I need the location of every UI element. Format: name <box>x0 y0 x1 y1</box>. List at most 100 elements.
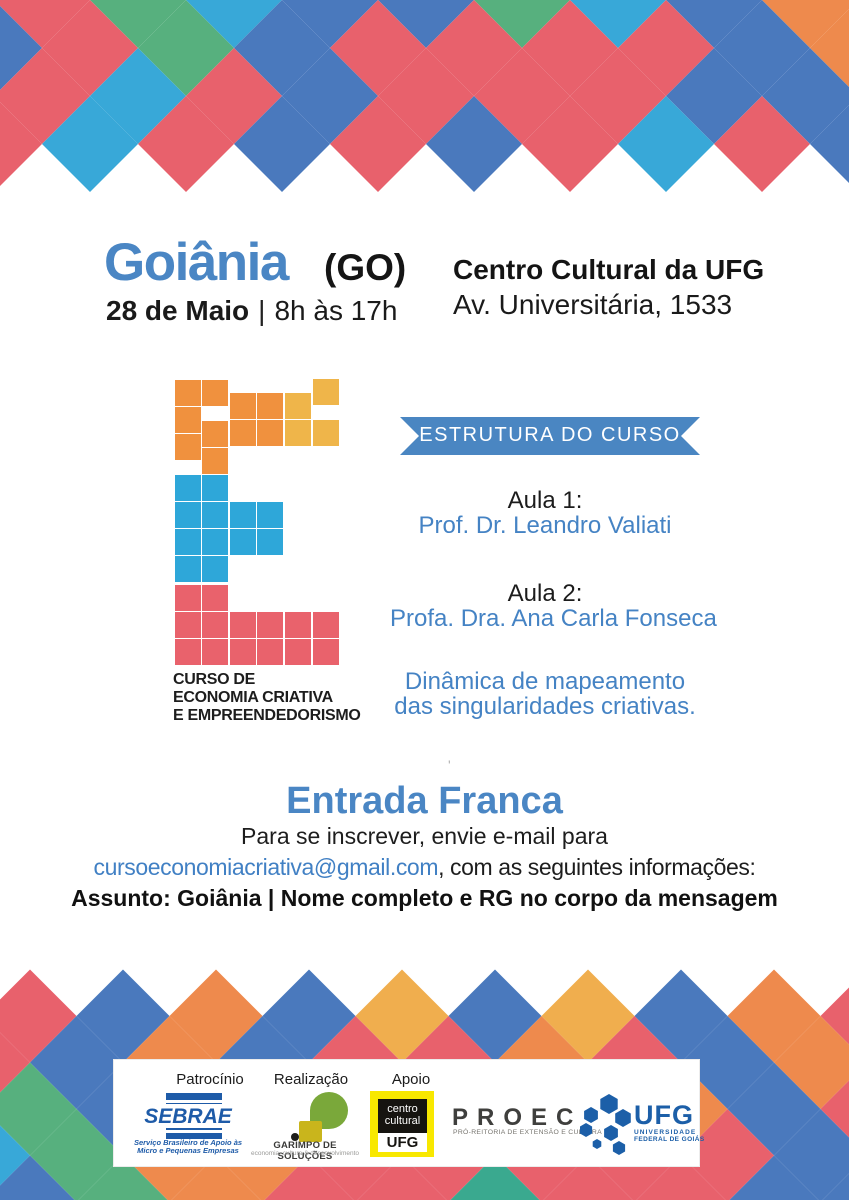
pattern-diamond <box>0 1155 75 1200</box>
centro-cultural-acronym: UFG <box>378 1133 427 1152</box>
logo-square-orange <box>257 393 283 419</box>
logo-square-blue <box>230 502 256 528</box>
logo-square-red <box>285 639 311 665</box>
support-label: Apoio <box>391 1071 431 1088</box>
logo-square-red <box>230 612 256 638</box>
stray-mark: ' <box>448 757 451 773</box>
logo-square-blue <box>257 529 283 555</box>
logo-square-red <box>202 612 228 638</box>
pattern-diamond <box>138 96 234 192</box>
registration-instructions: Assunto: Goiânia | Nome completo e RG no… <box>71 885 778 911</box>
pattern-diamond <box>330 96 426 192</box>
ufg-acronym: UFG <box>634 1100 694 1130</box>
pattern-diamond <box>570 0 666 48</box>
pattern-diamond <box>774 1109 849 1200</box>
registration-line-1: Para se inscrever, envie e-mail para <box>241 823 608 849</box>
city-title: Goiânia <box>104 233 289 292</box>
course-description-line-2: das singularidades criativas. <box>394 693 696 720</box>
course-description-line-1: Dinâmica de mapeamento <box>404 668 686 695</box>
proec-subtitle: PRÓ-REITORIA DE EXTENSÃO E CULTURA <box>453 1129 602 1136</box>
pattern-diamond <box>0 48 90 144</box>
logo-square-red <box>230 639 256 665</box>
venue-address: Av. Universitária, 1533 <box>453 289 733 320</box>
pattern-diamond <box>378 0 474 48</box>
pattern-diamond <box>0 969 77 1063</box>
ufg-hexagon <box>604 1125 618 1141</box>
course-title-line-2: ECONOMIA CRIATIVA <box>173 689 333 706</box>
logo-square-red <box>313 639 339 665</box>
aula2-label: Aula 2: <box>507 580 583 607</box>
pattern-diamond <box>426 96 522 192</box>
pattern-diamond <box>714 96 810 192</box>
ufg-hexagon <box>600 1094 618 1114</box>
logo-square-blue <box>202 529 228 555</box>
logo-square-orange <box>202 380 228 406</box>
logo-square-red <box>285 612 311 638</box>
course-title-line-3: E EMPREENDEDORISMO <box>173 707 361 724</box>
realization-label: Realização <box>273 1071 349 1088</box>
aula2-speaker: Profa. Dra. Ana Carla Fonseca <box>390 605 717 632</box>
pattern-diamond <box>0 1125 30 1186</box>
ufg-hexagon <box>612 1141 626 1155</box>
proec-name: PROEC <box>452 1104 583 1131</box>
garimpo-square-icon <box>299 1121 322 1142</box>
pattern-diamond <box>474 0 570 48</box>
registration-line-2-rest: , com as seguintes informações: <box>438 854 756 880</box>
pattern-diamond <box>186 0 282 48</box>
logo-square-gold <box>313 379 339 405</box>
date-time-separator: | <box>258 295 266 326</box>
logo-square-red <box>175 585 201 611</box>
ribbon-banner <box>400 417 700 455</box>
logo-square-gold <box>285 393 311 419</box>
pattern-diamond <box>0 0 90 48</box>
pattern-diamond <box>357 1155 447 1200</box>
state-label: (GO) <box>324 247 407 288</box>
pattern-diamond <box>0 1032 30 1093</box>
logo-square-blue <box>175 556 201 582</box>
event-date: 28 de Maio <box>106 295 250 326</box>
logo-square-blue <box>175 529 201 555</box>
registration-email-link[interactable]: cursoeconomiacriativa@gmail.com <box>93 854 439 880</box>
logo-square-red <box>202 639 228 665</box>
pattern-diamond <box>0 102 42 186</box>
logo-square-blue <box>175 475 201 501</box>
logo-square-blue <box>202 475 228 501</box>
top-zigzag-pattern <box>0 0 849 192</box>
pattern-diamond <box>810 9 849 87</box>
ufg-hexagon <box>584 1107 598 1123</box>
ufg-hexagon <box>615 1109 631 1127</box>
date-time-line: 28 de Maio | 8h às 17h <box>106 295 397 327</box>
pattern-diamond <box>450 1155 540 1200</box>
ufg-hexagon <box>592 1139 602 1149</box>
sebrae-caption-line-2: Micro e Pequenas Empresas <box>137 1146 239 1155</box>
logo-square-orange <box>230 393 256 419</box>
pattern-diamond <box>0 6 42 90</box>
centro-cultural-wordmark: centro cultural <box>378 1099 427 1133</box>
logo-square-red <box>202 585 228 611</box>
sponsor-label: Patrocínio <box>176 1071 244 1088</box>
pattern-diamond <box>774 1016 849 1109</box>
pattern-diamond <box>282 0 378 48</box>
logo-square-blue <box>202 556 228 582</box>
pattern-diamond <box>666 0 762 48</box>
pattern-diamond <box>264 1155 354 1200</box>
logo-square-orange <box>202 448 228 474</box>
logo-square-blue <box>257 502 283 528</box>
logo-square-orange <box>230 420 256 446</box>
logo-square-blue <box>230 529 256 555</box>
centro-cultural-line-1: centro <box>387 1103 418 1115</box>
logo-square-blue <box>202 502 228 528</box>
garimpo-dot-icon <box>291 1133 299 1141</box>
pattern-diamond <box>820 1080 849 1138</box>
ribbon-label: ESTRUTURA DO CURSO <box>419 424 681 446</box>
sebrae-name: SEBRAE <box>144 1105 232 1128</box>
pattern-diamond <box>543 1155 633 1200</box>
pattern-diamond <box>810 105 849 183</box>
event-time: 8h às 17h <box>274 295 398 326</box>
pattern-diamond <box>30 1109 123 1200</box>
pattern-diamond <box>78 1155 168 1200</box>
aula1-label: Aula 1: <box>507 487 583 514</box>
garimpo-name: GARIMPO DE SOLUÇÕES <box>273 1140 337 1162</box>
pattern-diamond <box>822 1173 849 1200</box>
